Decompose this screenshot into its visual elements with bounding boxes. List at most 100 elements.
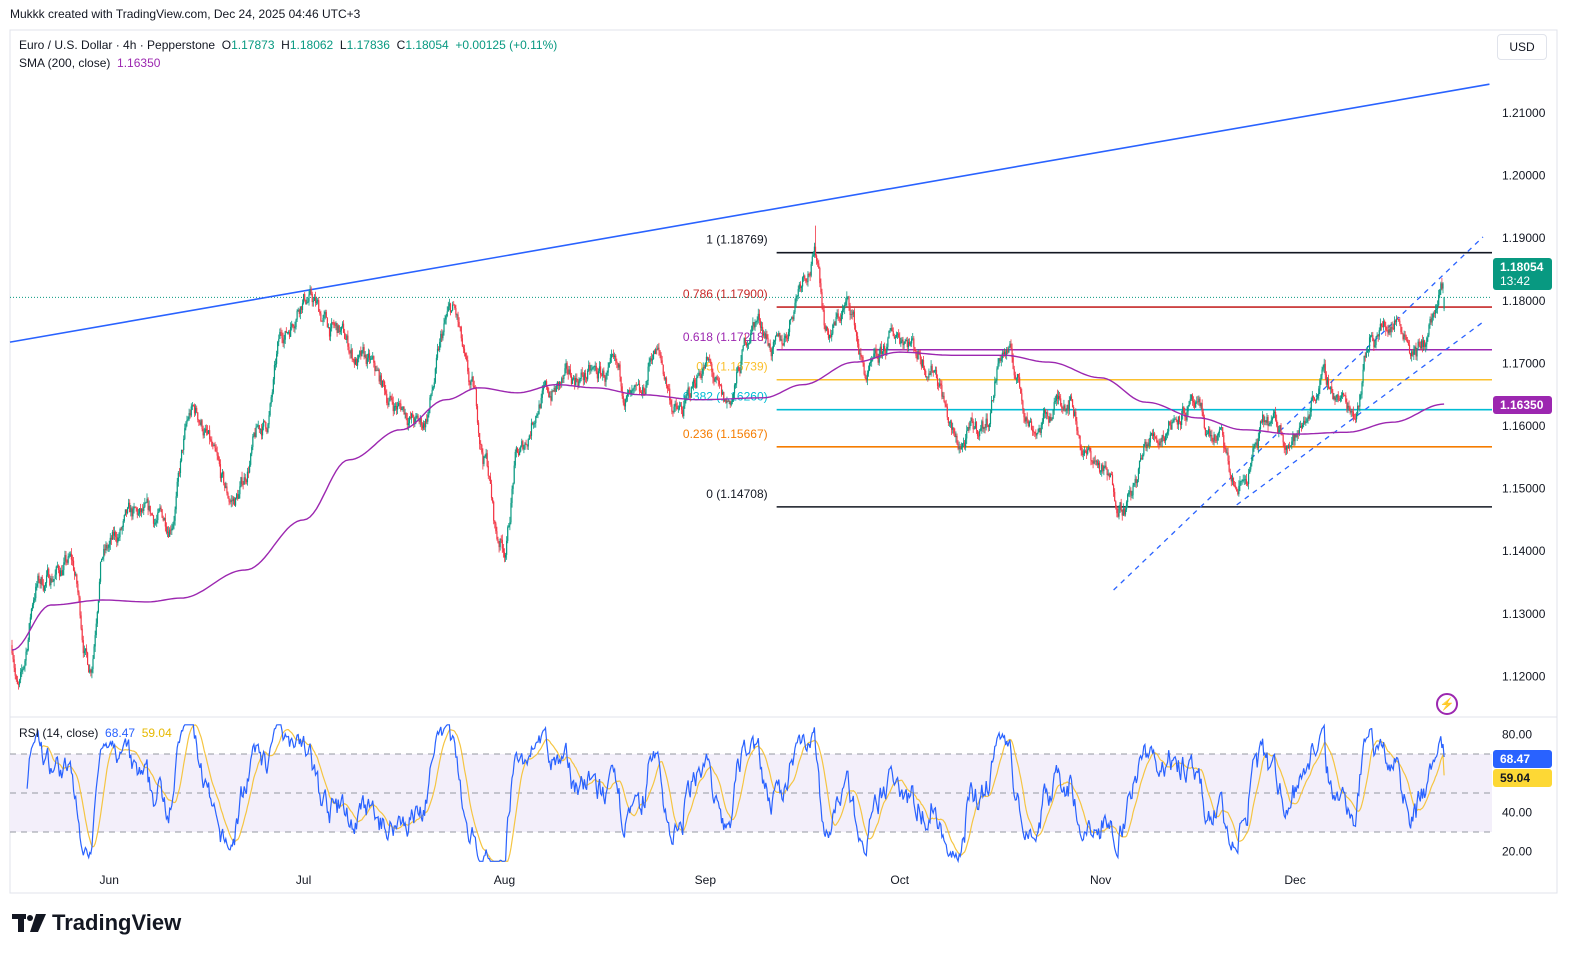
candle-body	[811, 256, 813, 265]
candle-body	[616, 361, 618, 363]
candle-body	[1095, 460, 1097, 462]
candle-body	[820, 283, 822, 293]
candle-body	[608, 362, 610, 368]
candle-body	[245, 480, 247, 483]
candle-body	[1009, 343, 1011, 348]
candle-body	[1329, 388, 1331, 390]
candle-body	[1227, 452, 1229, 461]
candle-body	[760, 326, 763, 328]
candle-body	[540, 397, 542, 409]
candle-body	[958, 446, 960, 449]
candle-body	[823, 310, 825, 326]
candle-body	[237, 494, 239, 499]
candle-body	[764, 333, 766, 339]
candle-body	[134, 506, 136, 508]
candle-body	[1352, 411, 1354, 419]
candle-body	[521, 441, 523, 447]
candle-body	[335, 323, 337, 326]
candle-body	[360, 350, 362, 356]
drawings[interactable]	[9, 83, 1492, 591]
fibonacci-retracement[interactable]: 1 (1.18769) 0.786 (1.17900) 0.618 (1.17218…	[683, 233, 1492, 508]
candle-body	[537, 414, 539, 416]
currency-button[interactable]: USD	[1497, 34, 1547, 60]
candle-body	[1201, 403, 1203, 413]
candle-body	[663, 374, 665, 380]
price-axis[interactable]: 1.21000 1.20000 1.19000 1.18000 1.17000 1.160…	[1502, 106, 1546, 859]
candle-body	[621, 386, 623, 397]
candle-body	[1380, 323, 1383, 327]
candle-body	[1197, 401, 1199, 403]
candle-body	[565, 363, 567, 369]
candle-body	[47, 568, 49, 576]
candle-body	[126, 507, 129, 514]
candle-body	[49, 577, 51, 586]
candle-body	[1350, 411, 1352, 413]
candle-body	[1254, 443, 1256, 447]
candle-body	[1251, 457, 1253, 463]
candle-body	[494, 520, 496, 524]
candle-body	[117, 538, 119, 543]
candle-body	[469, 381, 471, 385]
price-tick-label: 1.18000	[1502, 294, 1546, 308]
fib-level-label: 0.786 (1.17900)	[683, 287, 768, 301]
candle-body	[1106, 469, 1108, 475]
candle-body	[332, 322, 334, 324]
candle-body	[1289, 445, 1291, 447]
symbol-name[interactable]: Euro / U.S. Dollar · 4h · Pepperstone	[19, 38, 216, 52]
candle-body	[1007, 349, 1009, 353]
candle-body	[561, 378, 563, 384]
candle-body	[719, 384, 722, 386]
candle-body	[965, 438, 967, 448]
candle-body	[17, 684, 20, 685]
candle-body	[319, 311, 321, 314]
candle-body	[1399, 320, 1401, 325]
candle-body	[502, 548, 504, 553]
candle-body	[64, 555, 66, 563]
candle-body	[1272, 413, 1275, 418]
candle-body	[359, 350, 361, 355]
candle-body	[1290, 445, 1292, 447]
candle-body	[1269, 423, 1271, 425]
candle-body	[344, 332, 346, 339]
candle-body	[672, 411, 674, 413]
candle-body	[70, 553, 72, 560]
candle-body	[477, 422, 480, 433]
candle-body	[408, 417, 411, 424]
candle-body	[1337, 394, 1339, 401]
lightning-icon[interactable]: ⚡	[1436, 693, 1458, 715]
candle-body	[860, 353, 862, 357]
candle-body	[573, 377, 575, 379]
candle-body	[104, 548, 106, 551]
sma-row[interactable]: SMA (200, close) 1.16350	[19, 54, 557, 72]
candle-body	[1213, 434, 1215, 442]
candle-body	[336, 323, 338, 333]
candle-body	[1203, 416, 1205, 428]
candle-body	[475, 389, 477, 407]
time-axis[interactable]: Jun Jul Aug Sep Oct Nov Dec	[100, 873, 1306, 887]
candle-body	[1424, 340, 1426, 347]
candle-body	[328, 327, 331, 337]
candle-body	[548, 391, 550, 397]
candle-body	[1063, 405, 1065, 409]
candle-body	[364, 354, 366, 357]
candle-body	[941, 385, 943, 397]
candle-body	[1340, 395, 1343, 398]
candle-body	[617, 362, 619, 368]
candle-body	[776, 334, 778, 337]
candle-body	[825, 326, 827, 331]
candle-body	[581, 372, 583, 375]
candle-body	[215, 448, 217, 453]
candle-body	[1320, 375, 1322, 381]
candle-body	[1132, 485, 1134, 496]
candle-body	[1189, 399, 1191, 401]
candle-body	[1010, 343, 1012, 349]
candle-body	[249, 464, 251, 473]
candle-body	[744, 337, 746, 343]
symbol-legend[interactable]: Euro / U.S. Dollar · 4h · Pepperstone O1…	[19, 36, 557, 72]
candle-body	[1128, 492, 1130, 495]
candle-body	[1270, 420, 1272, 424]
rsi-legend[interactable]: RSI (14, close) 68.47 59.04	[19, 726, 172, 740]
candle-body	[979, 430, 981, 437]
candle-body	[50, 578, 52, 586]
